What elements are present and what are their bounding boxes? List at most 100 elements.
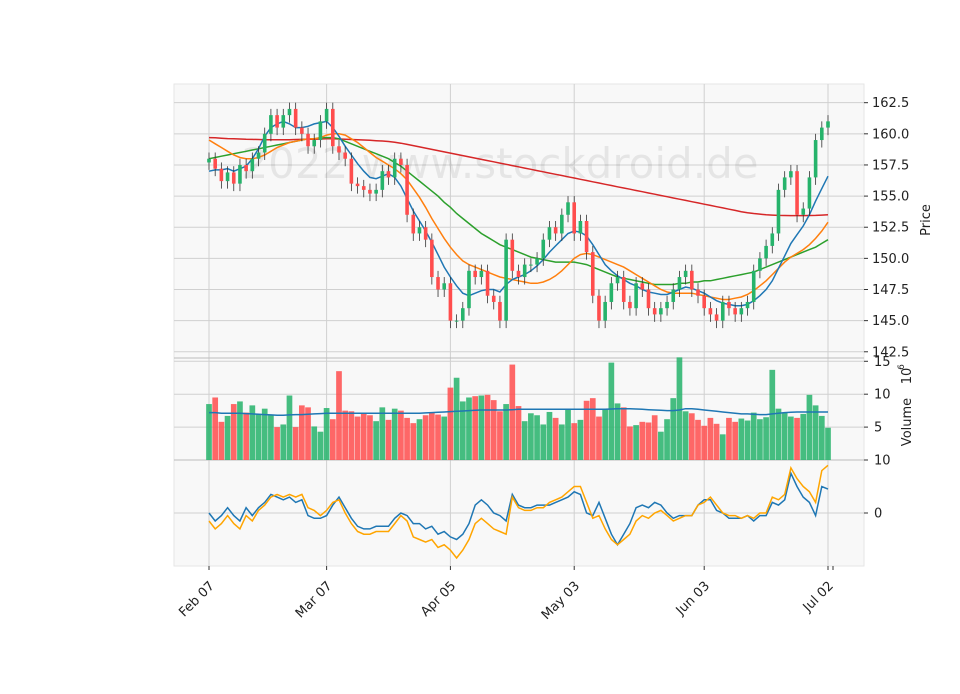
volume-tick-label-2: 5	[874, 421, 882, 436]
candle-85	[733, 301, 737, 322]
candle-body-32	[405, 164, 409, 215]
volume-bar-1	[212, 397, 219, 460]
candle-24	[355, 177, 360, 194]
candle-30	[392, 152, 397, 185]
candle-body-12	[281, 115, 286, 128]
candle-83	[720, 295, 725, 329]
candle-58	[566, 196, 570, 223]
volume-bar-80	[701, 425, 708, 460]
candle-body-24	[355, 183, 360, 187]
candle-5	[238, 158, 242, 192]
candle-60	[578, 214, 583, 241]
volume-bar-33	[410, 423, 417, 460]
candle-17	[312, 133, 317, 154]
volume-bar-59	[571, 423, 578, 460]
candle-body-1	[213, 158, 217, 169]
volume-bar-13	[286, 395, 293, 460]
volume-bar-43	[472, 396, 479, 460]
candle-12	[281, 108, 286, 136]
candle-body-70	[640, 283, 645, 290]
volume-bar-77	[682, 411, 689, 460]
price-tick-label-7: 145.0	[872, 314, 909, 329]
oscillator-lines	[208, 464, 829, 560]
candle-body-41	[460, 308, 465, 321]
osc-tick-label-0: 10	[874, 454, 891, 469]
volume-bar-54	[540, 424, 547, 460]
candle-body-25	[361, 186, 366, 190]
candle-67	[621, 270, 626, 310]
price-tick-label-3: 155.0	[872, 190, 909, 205]
candle-body-59	[572, 202, 577, 234]
candle-body-4	[231, 172, 236, 184]
candle-20	[331, 102, 335, 154]
candle-body-22	[343, 152, 347, 159]
osc-tick-label-1: 0	[874, 507, 882, 522]
volume-bar-11	[274, 427, 280, 460]
candle-96	[801, 202, 806, 223]
candle-19	[324, 102, 329, 129]
candle-54	[541, 233, 546, 266]
candle-22	[343, 146, 347, 167]
volume-bar-38	[441, 416, 448, 460]
candle-body-40	[454, 320, 459, 322]
x-tick-label-2: Apr 05	[418, 579, 459, 620]
candle-3	[225, 166, 230, 189]
candle-10	[269, 108, 273, 142]
volume-bar-98	[812, 405, 819, 460]
candles	[207, 102, 830, 329]
volume-bar-40	[453, 377, 460, 460]
candle-8	[256, 146, 261, 167]
candle-70	[640, 277, 645, 297]
volume-bar-71	[645, 422, 652, 460]
volume-bar-91	[769, 369, 776, 460]
volume-bar-84	[726, 417, 732, 460]
volume-bar-56	[552, 417, 559, 460]
volume-bar-52	[528, 413, 534, 460]
candle-36	[430, 233, 434, 285]
candle-89	[758, 252, 762, 279]
price-tick-label-5: 150.0	[872, 252, 909, 267]
volume-bar-65	[608, 362, 615, 460]
candle-body-49	[510, 239, 515, 271]
volume-bar-29	[385, 419, 392, 460]
candle-63	[597, 289, 601, 329]
candle-body-88	[751, 270, 756, 302]
candle-48	[504, 233, 508, 329]
candle-72	[652, 301, 657, 322]
candle-4	[231, 166, 236, 192]
candle-body-33	[411, 214, 416, 234]
candle-body-26	[368, 189, 372, 194]
candle-body-7	[250, 158, 255, 172]
volume-bar-27	[373, 421, 379, 460]
candle-body-44	[479, 270, 484, 278]
candle-13	[287, 102, 292, 123]
candle-6	[244, 158, 248, 179]
volume-bar-10	[268, 415, 274, 460]
volume-bar-47	[497, 411, 503, 460]
volume-bar-74	[664, 419, 670, 460]
volume-bar-64	[602, 408, 609, 460]
candle-87	[745, 295, 750, 316]
volume-bar-18	[317, 431, 324, 460]
candle-28	[380, 164, 385, 198]
volume-bar-25	[360, 412, 367, 460]
volume-bar-76	[676, 357, 683, 460]
volume-bar-62	[589, 398, 596, 460]
volume-bar-39	[447, 387, 454, 460]
volume-bar-2	[218, 421, 225, 460]
volume-bar-44	[478, 395, 485, 460]
candle-42	[467, 264, 471, 316]
candle-88	[751, 264, 756, 310]
candle-47	[498, 295, 502, 329]
volume-bar-21	[336, 371, 342, 460]
candle-body-92	[776, 189, 781, 234]
candle-0	[207, 152, 211, 170]
candle-90	[764, 239, 768, 266]
candle-body-74	[665, 301, 669, 309]
candle-1	[213, 152, 217, 177]
volume-bar-90	[763, 417, 769, 460]
volume-bar-15	[299, 405, 305, 460]
candle-51	[522, 258, 527, 285]
volume-bar-20	[329, 419, 336, 460]
